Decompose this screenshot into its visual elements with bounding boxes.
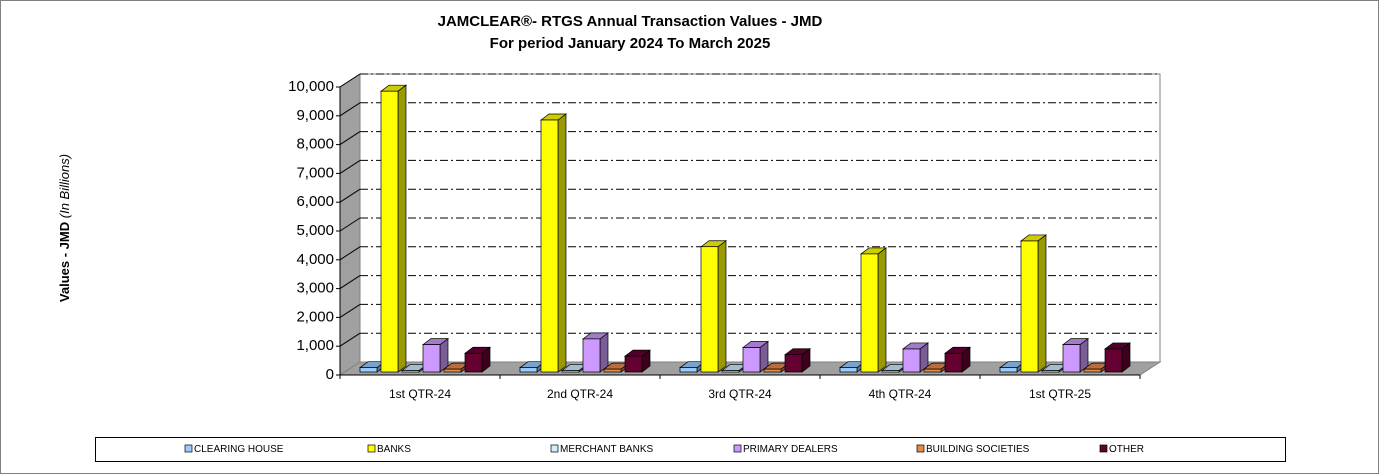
legend-label: MERCHANT BANKS [560, 444, 653, 455]
legend-label: OTHER [1109, 444, 1144, 455]
bar [839, 367, 858, 373]
bar [603, 368, 622, 373]
y-tick-label: 10,000 [288, 78, 334, 95]
y-axis-unit: (In Billions) [57, 154, 72, 218]
grid-line-side [339, 332, 361, 347]
bar [742, 347, 761, 373]
bar-side [877, 247, 887, 373]
y-tick-label: 4,000 [296, 251, 334, 268]
grid-line-side [339, 159, 361, 174]
legend-swatch [367, 444, 376, 453]
bar [1104, 348, 1123, 373]
bar [999, 367, 1018, 373]
bar [902, 348, 921, 373]
y-tick-label: 1,000 [296, 337, 334, 354]
bar-3d [943, 346, 972, 373]
bar-3d [463, 346, 492, 373]
bar [784, 354, 803, 373]
bar [1062, 344, 1081, 373]
legend-label: CLEARING HOUSE [194, 444, 284, 455]
x-tick-label: 1st QTR-25 [1029, 387, 1091, 401]
chart-title: JAMCLEAR®- RTGS Annual Transaction Value… [438, 13, 823, 30]
bar [679, 367, 698, 373]
y-tick-label: 6,000 [296, 193, 334, 210]
legend-swatch [184, 444, 193, 453]
bar-3d [581, 332, 610, 373]
bar-3d [1061, 337, 1090, 373]
grid-line-side [339, 131, 361, 146]
grid-line-side [339, 188, 361, 203]
grid-line-side [339, 73, 361, 88]
bar [443, 368, 462, 373]
legend-swatch [916, 444, 925, 453]
bar [763, 368, 782, 373]
bar-3d [1019, 234, 1048, 373]
x-tick-label: 1st QTR-24 [389, 387, 451, 401]
x-tick-label: 3rd QTR-24 [708, 387, 772, 401]
bar [624, 355, 643, 373]
bar-3d [379, 84, 408, 373]
bar-side [1037, 234, 1047, 373]
bar-3d [539, 113, 568, 373]
bar [700, 246, 719, 373]
y-tick-label: 3,000 [296, 280, 334, 297]
x-tick-label: 2nd QTR-24 [547, 387, 613, 401]
y-tick-label: 5,000 [296, 222, 334, 239]
grid-line-side [339, 303, 361, 318]
bar [1041, 370, 1060, 373]
y-tick-label: 0 [326, 366, 334, 383]
bar [359, 367, 378, 373]
grid-line-side [339, 275, 361, 290]
legend-box [95, 437, 1286, 462]
bar-3d [623, 349, 652, 373]
y-tick-label: 8,000 [296, 136, 334, 153]
bar [721, 370, 740, 373]
bar-3d [1103, 342, 1132, 373]
bar-3d [783, 348, 812, 373]
bar [881, 370, 900, 373]
grid-line-side [339, 217, 361, 232]
bar-3d [901, 342, 930, 373]
y-tick-label: 7,000 [296, 164, 334, 181]
bar [401, 370, 420, 373]
bar-3d [699, 240, 728, 373]
y-axis-label: Values - JMD (In Billions) [57, 154, 72, 302]
legend-swatch [1099, 444, 1108, 453]
bar [860, 253, 879, 373]
grid-line-side [339, 102, 361, 117]
bar [540, 119, 559, 373]
x-tick-label: 4th QTR-24 [869, 387, 932, 401]
bar-side [557, 113, 567, 373]
bar [519, 367, 538, 373]
y-tick-label: 9,000 [296, 107, 334, 124]
legend-label: BANKS [377, 444, 411, 455]
bar-3d [421, 337, 450, 373]
bar [380, 90, 399, 373]
bar-3d [859, 247, 888, 373]
bar-3d [720, 363, 749, 373]
bar [582, 338, 601, 373]
legend-swatch [733, 444, 742, 453]
bar [1083, 368, 1102, 373]
bar [944, 352, 963, 373]
bar [561, 370, 580, 373]
bar-side [599, 332, 609, 373]
chart-subtitle: For period January 2024 To March 2025 [490, 35, 771, 52]
y-tick-label: 2,000 [296, 308, 334, 325]
bar-3d [741, 340, 770, 373]
bar [1020, 240, 1039, 373]
legend-label: PRIMARY DEALERS [743, 444, 838, 455]
y-axis-title: Values - JMD [57, 222, 72, 302]
legend-label: BUILDING SOCIETIES [926, 444, 1030, 455]
bar-side [717, 240, 727, 373]
bar-side [397, 84, 407, 373]
grid-line-side [339, 246, 361, 261]
bar [923, 368, 942, 373]
legend-swatch [550, 444, 559, 453]
bar [464, 352, 483, 373]
bar [422, 344, 441, 373]
